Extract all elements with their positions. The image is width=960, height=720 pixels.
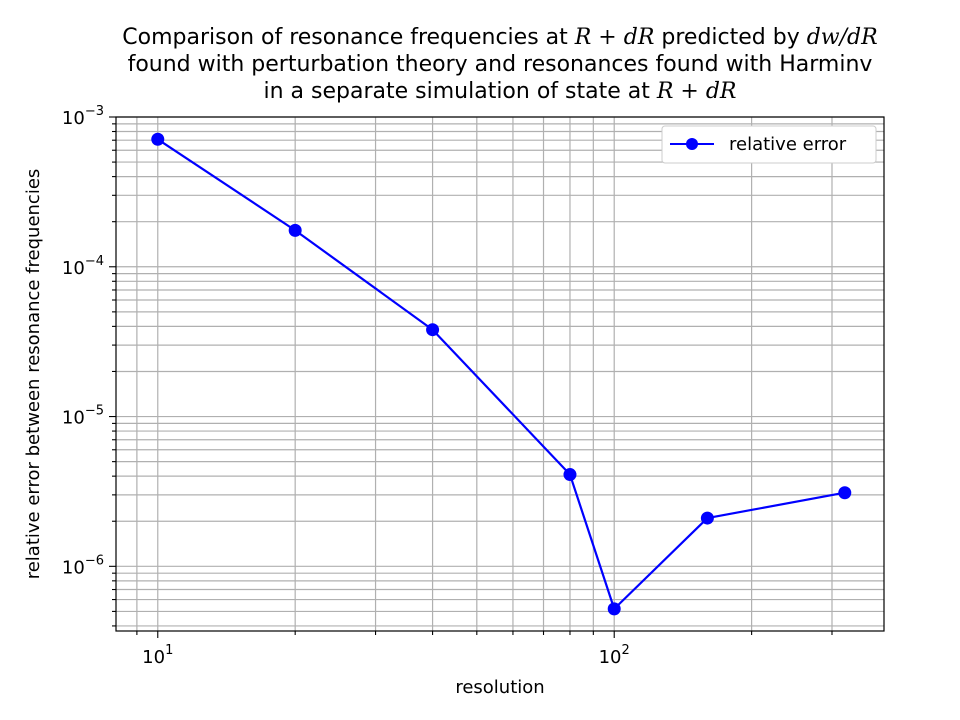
data-point [288, 223, 302, 237]
data-point [700, 511, 714, 525]
axis-ticks: 101 102 10−6 10−5 10−4 10−3 [62, 104, 833, 668]
series-area [151, 132, 852, 616]
data-point [607, 602, 621, 616]
chart-title-line: Comparison of resonance frequencies at R… [122, 25, 877, 50]
chart-title-line: found with perturbation theory and reson… [128, 52, 873, 77]
legend-entry-label: relative error [729, 134, 847, 155]
y-tick-label: 10−4 [62, 254, 104, 279]
series-line [157, 138, 845, 610]
chart-title: Comparison of resonance frequencies at R… [122, 25, 877, 104]
legend-box [661, 125, 877, 164]
y-axis-label: relative error between resonance frequen… [23, 169, 44, 580]
x-tick-label: 102 [599, 643, 630, 668]
x-tick-label: 101 [142, 643, 173, 668]
legend: relative error [661, 125, 877, 164]
data-point [426, 323, 440, 337]
data-point [563, 468, 577, 482]
y-tick-label: 10−5 [62, 404, 104, 429]
data-point [838, 486, 852, 500]
y-tick-label: 10−3 [62, 104, 104, 129]
chart-title-line: in a separate simulation of state at R +… [264, 79, 737, 104]
y-tick-label: 10−6 [62, 553, 104, 578]
plot-frame [115, 116, 885, 632]
grid [116, 116, 884, 631]
data-point [151, 132, 165, 146]
legend-marker [686, 138, 698, 150]
x-axis-label: resolution [455, 677, 544, 698]
